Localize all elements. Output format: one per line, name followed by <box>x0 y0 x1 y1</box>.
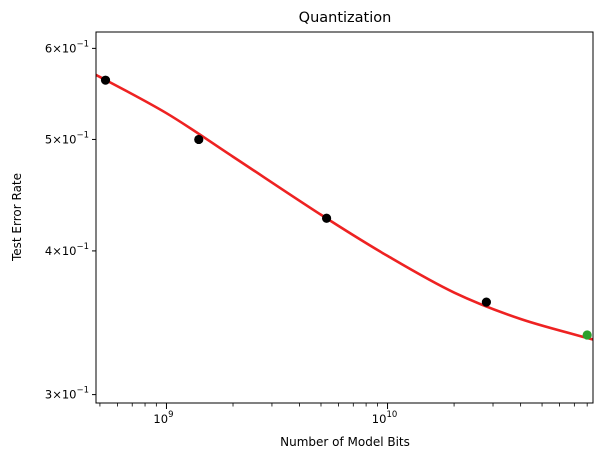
data-point-5 <box>582 330 592 340</box>
data-point-4 <box>481 297 491 307</box>
data-point-1 <box>100 75 111 85</box>
fit-curve-line <box>96 73 593 341</box>
y-axis-label: Test Error Rate <box>10 173 24 262</box>
chart-title: Quantization <box>299 10 392 26</box>
data-point-3 <box>321 213 332 223</box>
x-axis-label: Number of Model Bits <box>280 435 410 449</box>
plot-frame <box>95 31 594 404</box>
data-point-2 <box>194 134 204 145</box>
